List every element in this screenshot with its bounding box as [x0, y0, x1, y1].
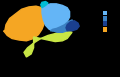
- Polygon shape: [50, 20, 74, 32]
- Polygon shape: [66, 21, 79, 31]
- Polygon shape: [41, 2, 48, 8]
- Polygon shape: [4, 6, 46, 41]
- Bar: [103, 27, 107, 32]
- Bar: [103, 21, 107, 26]
- Polygon shape: [24, 31, 72, 57]
- Bar: [103, 16, 107, 21]
- Polygon shape: [42, 4, 70, 31]
- Bar: [103, 11, 107, 15]
